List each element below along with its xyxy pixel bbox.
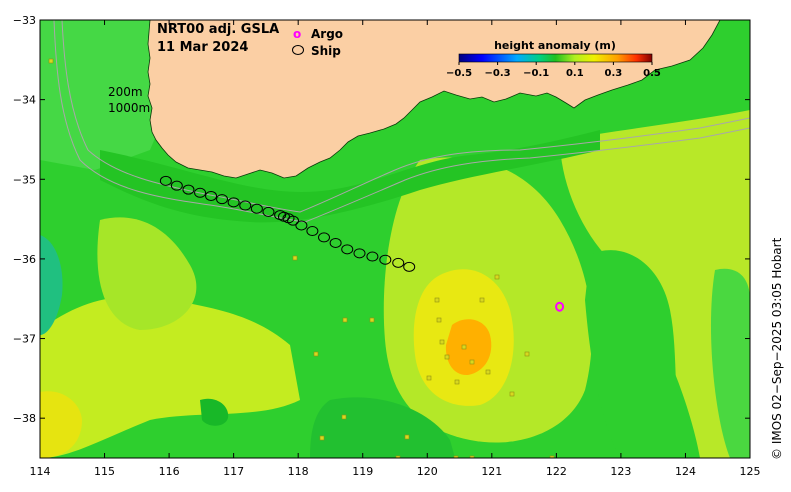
anomaly-region-far-east-green [710,268,750,458]
ship-position-marker [250,203,263,214]
ship-position-marker [262,206,275,217]
ship-position-marker [366,251,379,262]
ship-position-marker [239,200,252,211]
product-title: NRT00 adj. GSLA [157,22,279,37]
ship-position-marker [287,215,300,226]
anomaly-region-west-yellow [40,296,300,458]
y-tick-label: −33 [13,14,36,27]
argo-legend-marker: o [293,27,301,41]
x-tick-label: 116 [159,465,180,478]
ship-position-marker [295,220,308,231]
anomaly-region-south-green [310,397,455,458]
colorbar-tick-label: 0.1 [566,68,584,79]
ship-legend-marker [292,45,304,55]
isobath-label-200m: 200m [108,85,143,99]
colorbar-tick-label: −0.3 [485,68,511,79]
colorbar-title: height anomaly (m) [494,39,616,52]
colorbar-tick-label: 0.3 [605,68,623,79]
ship-position-marker [205,190,218,201]
anomaly-region-east-green [585,250,690,458]
anomaly-region-south-dark-green [200,398,229,426]
plot-area [40,20,750,458]
argo-float-marker [555,301,565,312]
x-tick-label: 121 [481,465,502,478]
x-tick-label: 122 [546,465,567,478]
y-axis: −33 −34 −35 −36 −37 −38 [13,14,750,425]
x-tick-label: 118 [288,465,309,478]
ship-position-marker [170,180,183,191]
colorbar: height anomaly (m) −0.5 −0.3 −0.1 0.1 0.3 0.5 [446,39,661,79]
colorbar-ramp [458,53,653,63]
ship-track [159,175,416,272]
ship-legend-label: Ship [311,44,341,58]
ship-position-marker [353,248,366,259]
colorbar-tick-label: −0.5 [446,68,472,79]
x-tick-label: 117 [223,465,244,478]
anomaly-region-southwest-yellow [40,391,82,458]
ship-position-marker [318,232,330,243]
ship-position-marker [379,254,392,265]
observation-dots [48,58,555,458]
x-axis: 114 115 116 117 118 119 120 121 122 123 124 125 [30,20,761,478]
ship-position-marker [194,187,207,198]
x-tick-label: 123 [610,465,631,478]
anomaly-region-northwest [40,20,175,170]
anomaly-region-eddy-core [445,319,492,376]
ship-position-marker [329,237,342,248]
argo-legend-label: Argo [311,27,343,41]
ship-position-marker [159,175,172,186]
credit-text: © IMOS 02−Sep−2025 03:05 Hobart [770,237,784,460]
y-tick-label: −38 [13,412,36,425]
x-tick-label: 125 [740,465,761,478]
ship-position-marker [216,194,229,205]
colorbar-tick-label: 0.5 [643,68,661,79]
anomaly-region-shelf-band [100,130,600,223]
x-tick-label: 124 [675,465,696,478]
argo-float [555,301,565,312]
ship-position-marker [403,261,416,272]
y-tick-label: −37 [13,333,36,346]
ship-position-marker [182,184,195,195]
ship-position-marker [306,226,319,237]
isobath-label-1000m: 1000m [108,101,150,115]
anomaly-region-west-teal [40,235,63,335]
y-tick-label: −34 [13,94,36,107]
isobath-200m [61,20,750,213]
x-tick-label: 115 [94,465,115,478]
colorbar-tick-label: −0.1 [523,68,549,79]
colorbar-ticks: −0.5 −0.3 −0.1 0.1 0.3 0.5 [446,62,661,79]
anomaly-region-yellowgreen-mid [97,217,197,330]
date-title: 11 Mar 2024 [157,40,248,55]
y-tick-label: −36 [13,253,36,266]
x-tick-label: 119 [352,465,373,478]
isobath-1000m [53,20,750,223]
ship-position-marker [341,244,354,255]
x-tick-label: 114 [30,465,51,478]
ship-position-marker [227,197,240,208]
ship-position-marker [392,257,405,268]
x-tick-label: 120 [417,465,438,478]
y-tick-label: −35 [13,173,36,186]
plot-frame [39,19,751,459]
